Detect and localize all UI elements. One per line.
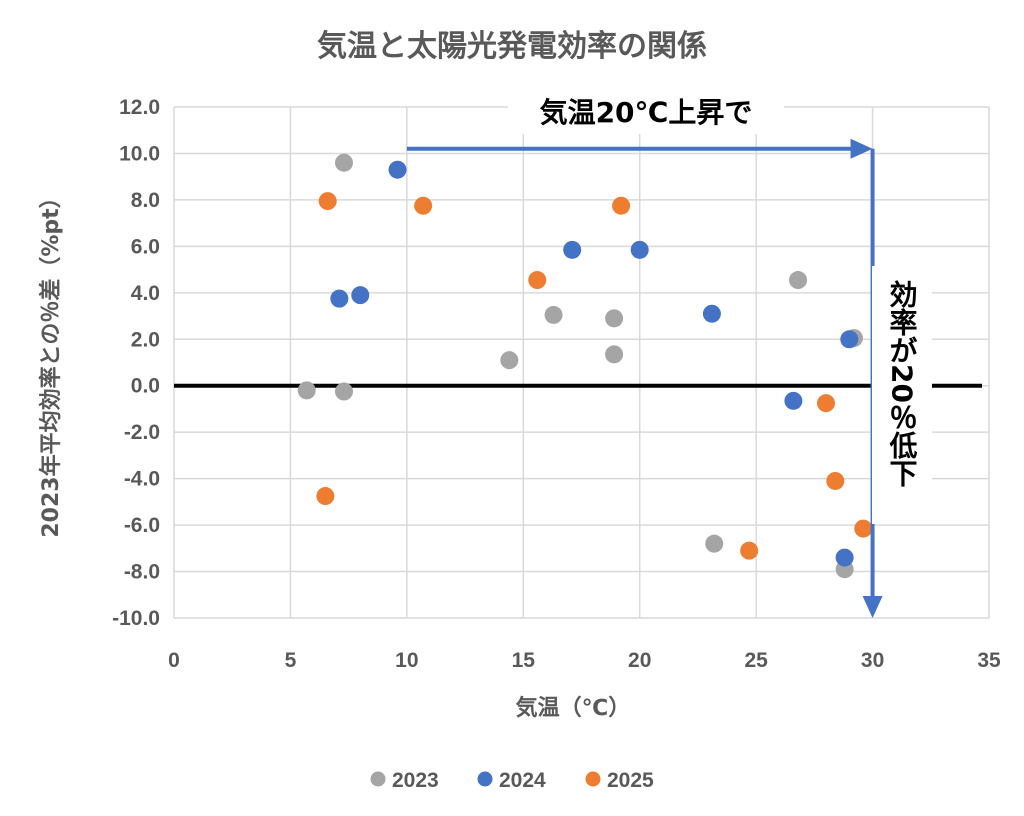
- data-points: [297, 153, 873, 579]
- point-2024: [563, 240, 582, 259]
- x-tick-label: 20: [628, 649, 651, 672]
- point-2023: [605, 345, 624, 364]
- legend: 2023 2024 2025: [370, 769, 654, 792]
- point-2023: [297, 381, 316, 400]
- chart-title: 気温と太陽光発電効率の関係: [317, 29, 707, 64]
- x-tick-label: 25: [744, 649, 768, 672]
- point-2023: [544, 305, 563, 324]
- y-tick-label: 10.0: [119, 142, 160, 165]
- y-axis-label: 2023年平均効率との％差（%pt）: [38, 186, 64, 537]
- point-2024: [835, 548, 854, 567]
- point-2024: [351, 286, 370, 305]
- point-2023: [705, 534, 724, 553]
- y-tick-label: 6.0: [131, 235, 160, 258]
- point-2025: [740, 541, 759, 560]
- point-2025: [318, 192, 337, 211]
- point-2023: [500, 351, 519, 370]
- y-axis-ticks: 12.0 10.0 8.0 6.0 4.0 2.0 0.0 -2.0 -4.0 -6.0 -8.0 -…: [112, 96, 160, 630]
- y-tick-label: -2.0: [124, 421, 160, 444]
- point-2024: [784, 391, 803, 410]
- annotation-label-bg: [872, 266, 932, 524]
- legend-marker-2025: [585, 771, 601, 787]
- point-2025: [826, 471, 845, 490]
- point-2024: [388, 160, 407, 179]
- y-tick-label: 4.0: [131, 282, 160, 305]
- legend-label-2025: 2025: [607, 769, 654, 792]
- point-2025: [854, 519, 873, 538]
- annotation-label-horizontal: 気温20℃上昇で: [540, 96, 753, 129]
- point-2025: [414, 196, 433, 215]
- y-tick-label: 8.0: [131, 189, 160, 212]
- point-2023: [789, 271, 808, 290]
- y-tick-label: -8.0: [124, 561, 160, 584]
- y-tick-label: 0.0: [131, 375, 160, 398]
- point-2024: [840, 330, 859, 349]
- legend-label-2024: 2024: [499, 769, 546, 792]
- point-2023: [334, 153, 353, 172]
- point-2023: [605, 309, 624, 328]
- legend-marker-2023: [370, 771, 386, 787]
- x-tick-label: 15: [512, 649, 536, 672]
- point-2024: [330, 289, 349, 308]
- y-tick-label: -10.0: [112, 607, 160, 630]
- x-tick-label: 10: [395, 649, 418, 672]
- point-2025: [817, 394, 835, 413]
- point-2025: [528, 271, 547, 290]
- point-2023: [334, 382, 353, 401]
- point-2025: [316, 487, 335, 506]
- annotation-label-vertical: 効率が20％低下: [886, 279, 919, 487]
- y-tick-label: 12.0: [119, 96, 160, 119]
- legend-label-2023: 2023: [392, 769, 439, 792]
- x-tick-label: 5: [285, 649, 297, 672]
- point-2024: [702, 304, 721, 323]
- point-2025: [612, 196, 631, 215]
- x-axis-label: 気温（℃）: [516, 695, 631, 721]
- y-tick-label: -6.0: [124, 514, 160, 537]
- x-tick-label: 35: [977, 649, 1001, 672]
- y-tick-label: -4.0: [124, 468, 160, 491]
- arrowhead-down-icon: [862, 596, 883, 618]
- legend-marker-2024: [477, 771, 493, 787]
- x-axis-ticks: 0 5 10 15 20 25 30 35: [168, 649, 1001, 672]
- arrowhead-right-icon: [850, 138, 873, 159]
- x-tick-label: 0: [168, 649, 180, 672]
- x-tick-label: 30: [861, 649, 884, 672]
- point-2024: [630, 240, 649, 259]
- annotation-label-bg: [508, 88, 784, 134]
- y-tick-label: 2.0: [131, 328, 160, 351]
